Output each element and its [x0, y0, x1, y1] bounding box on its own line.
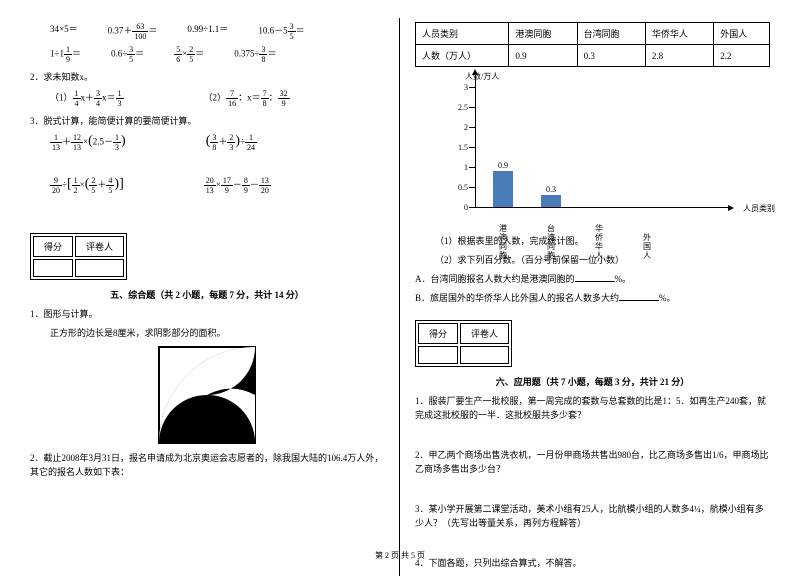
q3-eq1: 113＋1213×(2.5－13): [50, 133, 126, 152]
eq-1c: 0.99÷1.1＝: [187, 22, 228, 41]
s6-q1: 1．服装厂要生产一批校服，第一周完成的套数与总套数的比是1：5．如再生产240套…: [415, 394, 770, 422]
score-box-2: 得分评卷人: [415, 320, 512, 367]
geometry-figure: [157, 345, 257, 445]
section6-title: 六、应用题（共 7 小题，每题 3 分，共计 21 分）: [415, 375, 770, 388]
eq-1b: 0.37＋63100＝: [108, 22, 158, 41]
data-table: 人员类别港澳同胞台湾同胞华侨华人外国人 人数（万人）0.90.32.82.2: [415, 22, 770, 67]
r-qa: A．台湾同胞报名人数大约是港澳同胞的%。: [415, 272, 770, 285]
q2-eq2: （2）716：x＝78：329: [204, 89, 290, 108]
s6-q3: 3．某小学开展第二课堂活动，美术小组有25人，比航模小组的人数多4¼，航模小组有…: [415, 502, 770, 530]
q2-eq1: （1）14x＋34x＝13: [50, 89, 124, 108]
eq-2d: 0.375÷38＝: [234, 45, 276, 64]
bar-chart: 人数/万人 人员类别 00.511.522.530.9港澳同胞0.3台湾同胞华侨…: [455, 73, 770, 228]
q3-eq2: (38＋23)÷124: [206, 133, 257, 152]
eq-2c: 56×25＝: [174, 45, 204, 64]
section5-title: 五、综合题（共 2 小题，每题 7 分，共计 14 分）: [30, 288, 384, 301]
q3-eq3: 920÷[12×(25＋45)]: [50, 176, 124, 195]
r-qb: B．旅居国外的华侨华人比外国人的报名人数多大约%。: [415, 291, 770, 304]
q3-title: 3．脱式计算，能简便计算的要简便计算。: [30, 114, 384, 127]
eq-2a: 1÷119＝: [50, 45, 81, 64]
score-box: 得分评卷人: [30, 233, 127, 280]
s5-q1: 1．图形与计算。: [30, 307, 384, 320]
s6-q2: 2．甲乙两个商场出售洗衣机，一月份甲商场共售出980台，比乙商场多售出1/6，甲…: [415, 448, 770, 476]
q2-title: 2．求未知数x。: [30, 70, 384, 83]
eq-1d: 10.6－535＝: [258, 22, 304, 41]
eq-2b: 0.6÷35＝: [111, 45, 144, 64]
s5-q1-text: 正方形的边长是8厘米，求阴影部分的面积。: [30, 326, 384, 339]
page-footer: 第 2 页 共 5 页: [0, 550, 800, 561]
s5-q2: 2．截止2008年3月31日，报名申请成为北京奥运会志愿者的，除我国大陆的106…: [30, 451, 384, 479]
q3-eq4: 2013×179－89－1320: [204, 176, 271, 195]
eq-1a: 34×5＝: [50, 22, 78, 41]
